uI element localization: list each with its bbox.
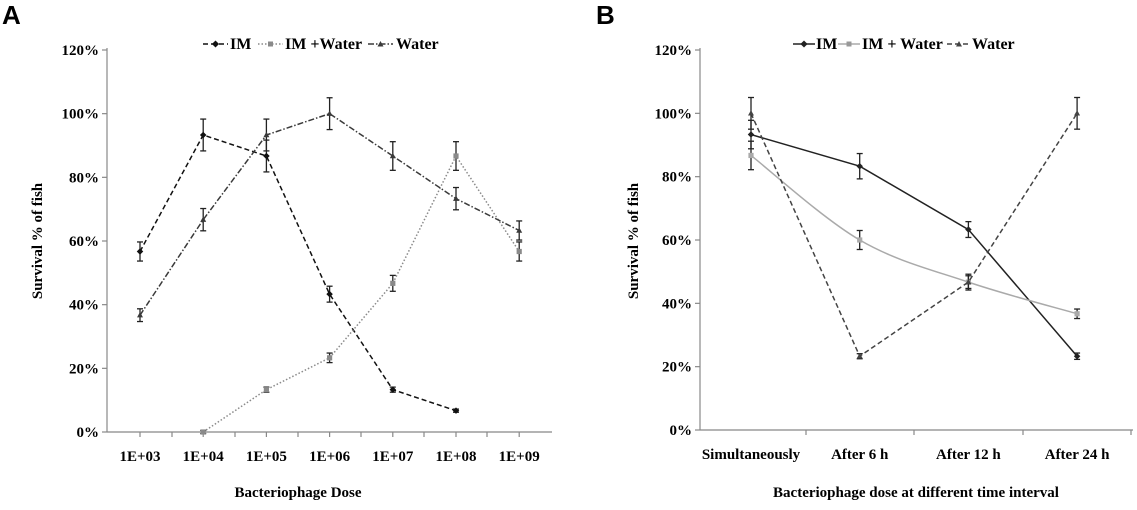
panel-b-plot-area: 0% 20% 40% 60% 80% 100% 120% Simultaneously Afte… [655, 43, 1133, 463]
panel-a-series-im-water-point [263, 387, 269, 393]
panel-b-series-im-water-point [748, 152, 754, 159]
panel-a-xtick-label: 1E+07 [372, 449, 414, 465]
panel-a-series-im-water-point [390, 280, 396, 286]
panel-b-legend-im-water: IM + Water [862, 36, 943, 53]
panel-b-xtick-label: After 24 h [1045, 447, 1110, 463]
panel-a-series-im-point [452, 407, 460, 414]
panel-b-series-im-water-point [1074, 311, 1080, 317]
panel-b-series-im-water-point [857, 237, 863, 243]
panel-b-xtick-label: After 6 h [831, 447, 889, 463]
panel-b-series-im-point [747, 131, 755, 138]
panel-b-series-water-point [856, 353, 863, 359]
panel-a-legend-water: Water [396, 36, 439, 53]
panel-a-legend-im-water: IM +Water [285, 36, 362, 53]
panel-a-series-water-point [200, 216, 207, 222]
panel-b-series-water-point [1074, 110, 1081, 116]
panel-b-xlabel: Bacteriophage dose at different time int… [773, 485, 1059, 501]
panel-a-ytick-label: 80% [69, 170, 99, 186]
panel-a-series-water-point [516, 227, 523, 233]
panel-a-series-im-water-point [516, 248, 522, 255]
panel-a-ylabel: Survival % of fish [30, 182, 46, 299]
panel-b-ytick-label: 40% [662, 296, 692, 312]
panel-a-xtick-label: 1E+03 [119, 449, 160, 465]
panel-a-xtick-label: 1E+05 [246, 449, 287, 465]
panel-b-series-water-line [750, 112, 1078, 358]
panel-a-ytick-label: 60% [69, 234, 99, 250]
panel-b-ytick-label: 80% [662, 170, 692, 186]
panel-b-letter: B [596, 0, 615, 30]
panel-b-series-water-point [748, 110, 754, 116]
panel-a-series-water-point [389, 152, 396, 159]
panel-a-ytick-label: 0% [77, 425, 100, 441]
panel-b-ytick-label: 20% [662, 360, 692, 376]
panel-a-xtick-label: 1E+09 [499, 449, 540, 465]
panel-a-xtick-label: 1E+04 [183, 449, 225, 465]
panel-a-legend-im: IM [230, 36, 251, 53]
panel-a-series-im-point [389, 386, 397, 393]
panel-b-ytick-label: 0% [670, 423, 693, 439]
panel-a-series-im-point [326, 290, 333, 298]
panel-a-ytick-label: 120% [62, 43, 100, 59]
panel-a-series-im-water-point [200, 429, 206, 435]
panel-a-letter: A [2, 0, 21, 30]
panel-b-legend: IM IM + Water Water [793, 36, 1015, 53]
panel-a-legend: IM IM +Water Water [203, 36, 439, 53]
panel-b-legend-water: Water [972, 36, 1015, 53]
panel-a-series-water-point [263, 131, 270, 138]
panel-b-xtick-label: After 12 h [936, 447, 1001, 463]
panel-b-ytick-label: 60% [662, 233, 692, 249]
panel-b-legend-im: IM [816, 36, 837, 53]
panel-a-series-im-water-point [327, 355, 333, 361]
panel-a-plot-area: 0% 20% 40% 60% 80% 100% 120% 1E+03 1E+04 1E+05 1E+… [62, 43, 552, 465]
panel-a-ytick-label: 20% [69, 361, 99, 377]
panel-b-ytick-label: 100% [655, 106, 693, 122]
panel-a-series-water-point [453, 195, 459, 201]
panel-a-series-water-point [326, 110, 333, 116]
panel-a-series-im-water-line [202, 154, 520, 433]
panel-a-series-im-line [139, 134, 457, 412]
panel-b-series-water-point [965, 278, 972, 285]
panel-a-series-im-point [199, 131, 207, 139]
panel-a-series-im-point [136, 248, 144, 255]
panel-a-ytick-label: 40% [69, 298, 99, 314]
panel-a-ytick-label: 100% [62, 107, 100, 123]
panel-b-series-im-line [750, 133, 1078, 357]
panel-a-xtick-label: 1E+06 [309, 449, 351, 465]
panel-a-series-im-water-point [453, 153, 459, 159]
panel-b-xtick-label: Simultaneously [702, 447, 801, 463]
panel-b-series-im-point [856, 162, 863, 170]
panel-a-xlabel: Bacteriophage Dose [234, 485, 361, 501]
panel-a-xtick-label: 1E+08 [435, 449, 476, 465]
panel-b-ytick-label: 120% [655, 43, 693, 59]
panel-a-series-water-point [137, 311, 143, 318]
panel-b-series-im-water-line [750, 154, 1078, 315]
panel-a-series-im-point [263, 152, 270, 160]
panel-b-ylabel: Survival % of fish [626, 182, 642, 299]
panel-a: A Bacteriophage Dose Survival % of fish … [2, 0, 552, 501]
panel-a-series-water-line [139, 112, 520, 316]
panel-b: B Bacteriophage dose at different time i… [596, 0, 1133, 501]
